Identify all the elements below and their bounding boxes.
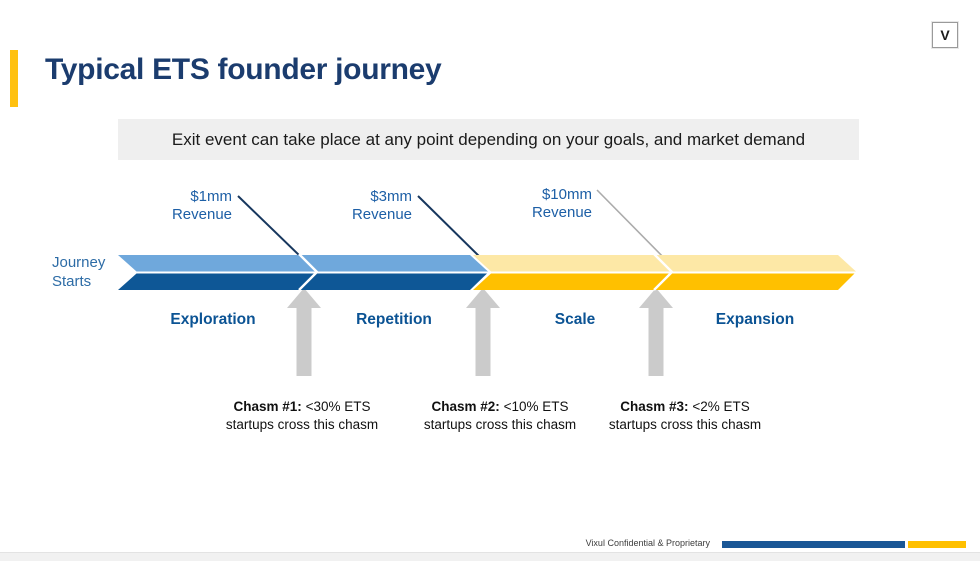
footer-bar-gold <box>908 541 966 548</box>
chasm-note-stat: <10% ETS <box>503 399 569 414</box>
chasm-arrow-3 <box>639 288 673 376</box>
page-title: Typical ETS founder journey <box>45 53 442 86</box>
milestone-caption: Revenue <box>171 206 232 223</box>
exit-event-banner: Exit event can take place at any point d… <box>118 119 859 160</box>
milestone-amount: $3mm <box>370 188 412 205</box>
chevron-separator-1 <box>298 253 319 291</box>
phase-label-repetition: Repetition <box>356 311 432 328</box>
exit-event-banner-text: Exit event can take place at any point d… <box>171 129 806 149</box>
chasm-note-title: Chasm #2: <box>431 399 500 414</box>
chasm-note-title: Chasm #3: <box>620 399 689 414</box>
vixul-logo-letter: V <box>940 27 950 43</box>
chasm-note-2: Chasm #2: <10% ETS startups cross this c… <box>407 398 593 433</box>
milestone-line-3mm <box>417 195 487 264</box>
milestone-caption: Revenue <box>531 204 592 221</box>
milestone-amount: $10mm <box>541 186 592 203</box>
title-accent-bar <box>10 50 18 107</box>
phase-label-scale: Scale <box>554 311 596 328</box>
chasm-note-line1: Chasm #3: <2% ETS <box>592 398 778 416</box>
chasm-note-line2: startups cross this chasm <box>423 416 577 432</box>
milestone-label-1mm: $1mm Revenue <box>122 188 232 224</box>
chasm-note-line2: startups cross this chasm <box>225 416 379 432</box>
chasm-note-line1: Chasm #2: <10% ETS <box>407 398 593 416</box>
phase-label-exploration: Exploration <box>170 311 256 328</box>
chasm-note-line2: startups cross this chasm <box>608 416 762 432</box>
journey-start-label: Journey Starts <box>52 253 142 291</box>
chasm-note-3: Chasm #3: <2% ETS startups cross this ch… <box>592 398 778 433</box>
phase-label-expansion: Expansion <box>715 311 795 328</box>
chasm-note-stat: <30% ETS <box>305 399 371 414</box>
footer-confidential-text: Vixul Confidential & Proprietary <box>585 538 710 548</box>
chasm-note-1: Chasm #1: <30% ETS startups cross this c… <box>209 398 395 433</box>
chasm-note-stat: <2% ETS <box>692 399 750 414</box>
chasm-arrow-2 <box>466 288 500 376</box>
journey-start-line1: Journey <box>52 254 106 271</box>
chasm-note-line1: Chasm #1: <30% ETS <box>209 398 395 416</box>
chasm-arrow-1 <box>287 288 321 376</box>
chasm-note-title: Chasm #1: <box>233 399 302 414</box>
band-blue-lower <box>118 273 487 290</box>
milestone-label-3mm: $3mm Revenue <box>302 188 412 224</box>
band-blue-upper <box>118 255 488 272</box>
footer-bar-blue <box>722 541 905 548</box>
milestone-line-10mm <box>596 189 672 266</box>
chevron-separator-3 <box>653 253 674 291</box>
milestone-caption: Revenue <box>351 206 412 223</box>
milestone-amount: $1mm <box>190 188 232 205</box>
bottom-edge-strip <box>0 552 980 561</box>
milestone-label-10mm: $10mm Revenue <box>482 186 592 222</box>
milestone-line-1mm <box>237 195 302 258</box>
journey-start-line2: Starts <box>52 273 92 290</box>
vixul-logo: V <box>932 22 958 48</box>
